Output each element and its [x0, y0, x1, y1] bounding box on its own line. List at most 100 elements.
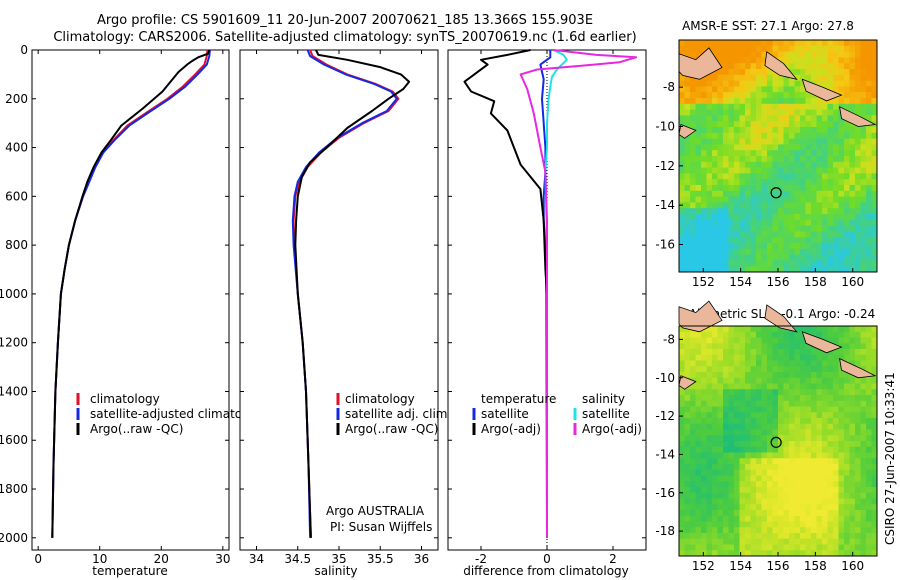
- map-cell: [833, 515, 839, 522]
- map-cell: [871, 544, 878, 551]
- map-cell: [728, 202, 735, 209]
- map-cell: [866, 538, 872, 545]
- map-cell: [805, 167, 812, 174]
- map-cell: [723, 452, 729, 459]
- map-cell: [805, 521, 812, 528]
- map-cell: [756, 190, 762, 197]
- map-cell: [833, 354, 839, 361]
- map-cell: [756, 498, 762, 505]
- map-cell: [728, 395, 735, 402]
- map-cell: [745, 533, 751, 540]
- map-cell: [690, 45, 696, 52]
- map-cell: [794, 103, 801, 110]
- map-cell: [723, 498, 729, 505]
- map-cell: [717, 185, 724, 192]
- map-cell: [855, 337, 861, 344]
- map-cell: [816, 161, 823, 168]
- map-cell: [844, 74, 850, 81]
- map-cell: [822, 481, 828, 488]
- map-cell: [844, 538, 850, 545]
- map-cell: [690, 156, 696, 163]
- map-cell: [871, 326, 878, 333]
- map-cell: [871, 435, 878, 442]
- map-cell: [679, 196, 685, 203]
- map-cell: [827, 337, 834, 344]
- map-cell: [794, 383, 801, 390]
- map-cell: [745, 138, 751, 145]
- map-cell: [794, 360, 801, 367]
- map-cell: [712, 196, 718, 203]
- map-cell: [794, 80, 801, 87]
- map-cell: [717, 492, 724, 499]
- map-cell: [827, 538, 834, 545]
- map-cell: [772, 406, 779, 413]
- map-cell: [805, 196, 812, 203]
- map-cell: [734, 40, 740, 47]
- map-cell: [838, 544, 845, 551]
- map-cell: [789, 469, 795, 476]
- map-cell: [761, 150, 768, 157]
- map-cell: [761, 527, 768, 534]
- map-cell: [866, 98, 872, 105]
- map-cell: [833, 243, 839, 250]
- map-cell: [805, 504, 812, 511]
- map-cell: [728, 173, 735, 180]
- map-cell: [750, 349, 757, 356]
- map-cell: [712, 550, 718, 557]
- map-cell: [684, 550, 691, 557]
- map-cell: [822, 550, 828, 557]
- map-cell: [844, 144, 850, 151]
- map-cell: [750, 372, 757, 379]
- map-cell: [871, 515, 878, 522]
- map-cell: [750, 469, 757, 476]
- map-cell: [772, 260, 779, 267]
- map-cell: [745, 475, 751, 482]
- map-cell: [866, 377, 872, 384]
- map-cell: [855, 544, 861, 551]
- map-cell: [739, 487, 746, 494]
- map-cell: [717, 418, 724, 425]
- map-cell: [844, 383, 850, 390]
- map-cell: [723, 544, 729, 551]
- map-cell: [745, 69, 751, 76]
- map-cell: [789, 441, 795, 448]
- map-cell: [750, 538, 757, 545]
- map-cell: [734, 63, 740, 70]
- map-cell: [800, 237, 806, 244]
- map-cell: [833, 481, 839, 488]
- map-cell: [690, 458, 696, 465]
- map-cell: [849, 80, 856, 87]
- map-cell: [723, 92, 729, 99]
- map-cell: [778, 179, 784, 186]
- map-cell: [772, 331, 779, 338]
- map-cell: [822, 521, 828, 528]
- legend-label: satellite: [481, 407, 529, 421]
- map-cell: [684, 533, 691, 540]
- map-cell: [706, 349, 713, 356]
- map-cell: [761, 418, 768, 425]
- map-cell: [695, 429, 702, 436]
- map-cell: [871, 190, 878, 197]
- map-cell: [816, 395, 823, 402]
- map-cell: [838, 69, 845, 76]
- map-cell: [800, 487, 806, 494]
- map-cell: [750, 109, 757, 116]
- map-cell: [778, 458, 784, 465]
- map-cell: [855, 40, 861, 47]
- map-cell: [712, 109, 718, 116]
- map-cell: [800, 538, 806, 545]
- map-cell: [745, 406, 751, 413]
- map-cell: [783, 237, 790, 244]
- map-cell: [811, 544, 817, 551]
- map-cell: [761, 254, 768, 261]
- map-cell: [750, 446, 757, 453]
- map-cell: [745, 458, 751, 465]
- map-cell: [723, 266, 729, 273]
- map-cell: [756, 510, 762, 517]
- map-cell: [816, 452, 823, 459]
- map-cell: [794, 400, 801, 407]
- map-cell: [783, 138, 790, 145]
- map-cell: [783, 498, 790, 505]
- map-cell: [767, 383, 773, 390]
- map-cell: [805, 74, 812, 81]
